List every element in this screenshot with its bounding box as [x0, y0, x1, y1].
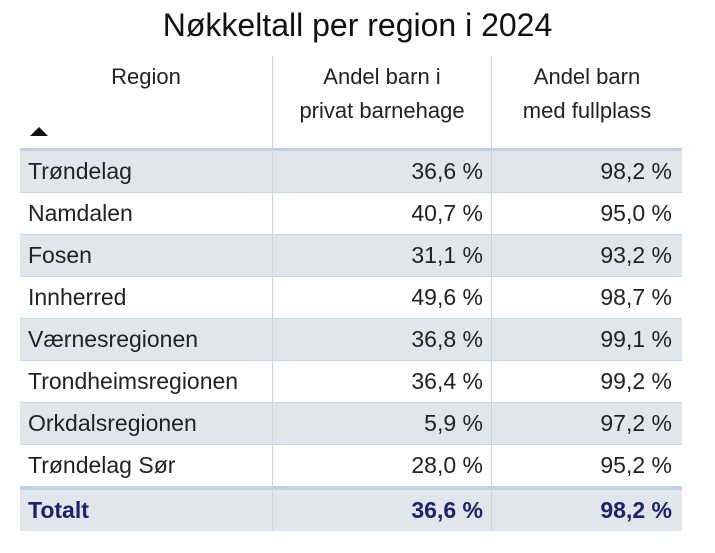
private-kindergarten-cell: 36,6 % — [272, 151, 491, 192]
private-kindergarten-cell: 28,0 % — [272, 445, 491, 486]
sort-ascending-icon[interactable] — [30, 127, 48, 136]
column-header-label-line: med fullplass — [522, 98, 652, 123]
private-kindergarten-cell: 36,4 % — [272, 361, 491, 402]
private-kindergarten-cell: 49,6 % — [272, 277, 491, 318]
column-header-region[interactable]: Region — [20, 56, 272, 148]
column-header-label-line: Andel barn — [533, 64, 641, 89]
column-header-label-line: privat barnehage — [299, 98, 465, 123]
column-header-label: Region — [111, 64, 181, 89]
full-time-place-cell: 95,0 % — [491, 193, 682, 234]
table-row: Trondheimsregionen 36,4 % 99,2 % — [20, 361, 682, 403]
private-kindergarten-cell: 31,1 % — [272, 235, 491, 276]
table-row: Orkdalsregionen 5,9 % 97,2 % — [20, 403, 682, 445]
column-header-private-kindergarten[interactable]: Andel barn i privat barnehage — [272, 56, 491, 148]
full-time-place-cell: 98,7 % — [491, 277, 682, 318]
key-figures-table: Region Andel barn i privat barnehage And… — [20, 56, 682, 531]
total-full-time-place-value: 98,2 % — [491, 490, 682, 531]
column-header-label-line: Andel barn i — [323, 64, 441, 89]
total-label: Totalt — [28, 497, 89, 523]
table-row: Namdalen 40,7 % 95,0 % — [20, 193, 682, 235]
full-time-place-cell: 99,2 % — [491, 361, 682, 402]
table-header: Region Andel barn i privat barnehage And… — [20, 56, 682, 148]
region-cell: Namdalen — [28, 200, 133, 226]
private-kindergarten-cell: 5,9 % — [272, 403, 491, 444]
total-private-kindergarten-value: 36,6 % — [272, 490, 491, 531]
table-row: Fosen 31,1 % 93,2 % — [20, 235, 682, 277]
table-body: Trøndelag 36,6 % 98,2 % Namdalen 40,7 % 95,0 … — [20, 151, 682, 487]
region-cell: Innherred — [28, 284, 127, 310]
header-divider — [20, 148, 682, 151]
table-row: Innherred 49,6 % 98,7 % — [20, 277, 682, 319]
column-header-full-time-place[interactable]: Andel barn med fullplass — [491, 56, 682, 148]
full-time-place-cell: 95,2 % — [491, 445, 682, 486]
table-row: Trøndelag Sør 28,0 % 95,2 % — [20, 445, 682, 487]
chart-title: Nøkkeltall per region i 2024 — [162, 7, 553, 43]
region-cell: Trondheimsregionen — [28, 368, 239, 394]
region-cell: Værnesregionen — [28, 326, 199, 352]
region-cell: Orkdalsregionen — [28, 410, 197, 436]
region-cell: Trøndelag — [28, 158, 132, 184]
table-row: Trøndelag 36,6 % 98,2 % — [20, 151, 682, 193]
full-time-place-cell: 93,2 % — [491, 235, 682, 276]
table-row: Værnesregionen 36,8 % 99,1 % — [20, 319, 682, 361]
private-kindergarten-cell: 40,7 % — [272, 193, 491, 234]
region-cell: Fosen — [28, 242, 92, 268]
total-row: Totalt 36,6 % 98,2 % — [20, 487, 682, 531]
full-time-place-cell: 97,2 % — [491, 403, 682, 444]
full-time-place-cell: 98,2 % — [491, 151, 682, 192]
region-cell: Trøndelag Sør — [28, 452, 176, 478]
private-kindergarten-cell: 36,8 % — [272, 319, 491, 360]
full-time-place-cell: 99,1 % — [491, 319, 682, 360]
